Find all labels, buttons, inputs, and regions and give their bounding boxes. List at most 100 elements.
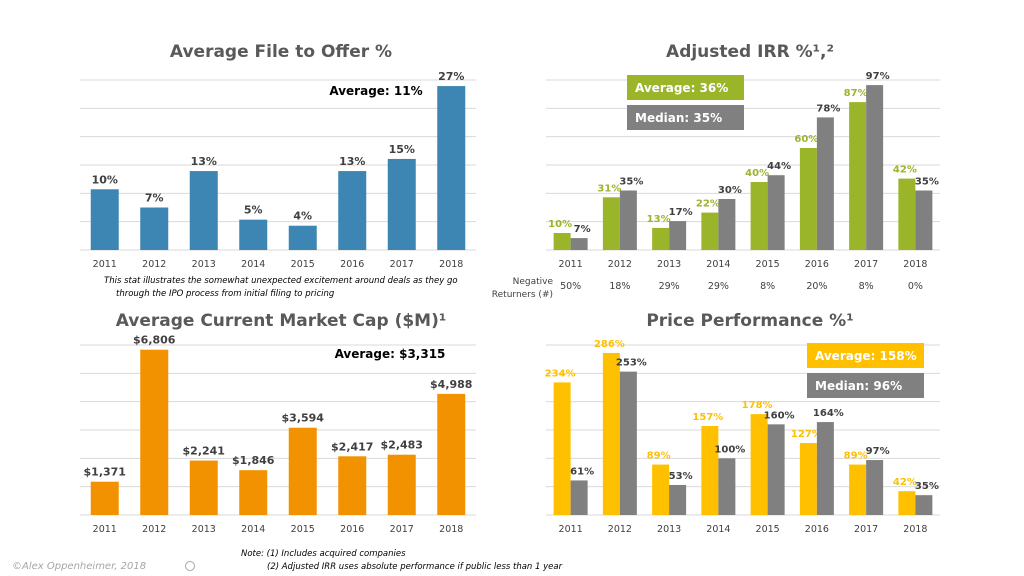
- copyright-text: ©Alex Oppenheimer, 2018: [12, 561, 146, 572]
- price-performance-x-tick-2016: 2016: [805, 524, 829, 535]
- market-cap-average-annotation: Average: $3,315: [335, 347, 446, 361]
- price-performance-value-label-average-2013: 89%: [647, 451, 671, 462]
- negative-returners-value-2015: 8%: [760, 281, 775, 292]
- file-to-offer-bar-2012: [140, 207, 169, 250]
- price-performance-legend-text-0: Average: 158%: [815, 349, 917, 363]
- price-performance-bar-average-2017: [849, 464, 867, 515]
- file-to-offer-value-label-2015: 4%: [293, 210, 312, 223]
- file-to-offer-value-label-2011: 10%: [92, 173, 118, 186]
- file-to-offer-bar-2013: [189, 171, 218, 250]
- adjusted-irr-value-label-median-2018: 35%: [915, 177, 939, 188]
- market-cap-value-label-2011: $1,371: [84, 466, 126, 479]
- adjusted-irr-chart: 10% 7%201131%35%201213%17%201322%30%20144…: [546, 71, 940, 292]
- adjusted-irr-bar-median-2012: [619, 190, 637, 250]
- negative-returners-value-2017: 8%: [859, 281, 874, 292]
- file-to-offer-value-label-2016: 13%: [339, 155, 365, 168]
- chart-title-adjusted-irr: Adjusted IRR %¹,²: [666, 42, 834, 62]
- adjusted-irr-value-label-median-2016: 78%: [816, 103, 840, 114]
- market-cap-value-label-2013: $2,241: [183, 445, 225, 458]
- file-to-offer-x-tick-2015: 2015: [291, 259, 315, 270]
- adjusted-irr-bar-average-2017: [849, 102, 867, 250]
- adjusted-irr-value-label-average-2011: 10%: [548, 219, 572, 230]
- price-performance-bar-average-2013: [652, 464, 670, 515]
- price-performance-x-tick-2017: 2017: [854, 524, 878, 535]
- price-performance-bar-average-2018: [898, 491, 916, 515]
- adjusted-irr-bar-median-2011: [570, 238, 588, 250]
- adjusted-irr-legend-text-0: Average: 36%: [635, 81, 728, 95]
- price-performance-value-label-median-2018: 35%: [915, 481, 939, 492]
- price-performance-value-label-average-2017: 89%: [844, 451, 868, 462]
- price-performance-value-label-median-2011: 61%: [570, 466, 594, 477]
- market-cap-value-label-2015: $3,594: [282, 412, 325, 425]
- adjusted-irr-value-label-median-2012: 35%: [619, 177, 643, 188]
- price-performance-x-tick-2014: 2014: [706, 524, 730, 535]
- file-to-offer-bar-2016: [338, 171, 367, 250]
- market-cap-value-label-2014: $1,846: [232, 454, 275, 467]
- price-performance-bar-median-2012: [619, 371, 637, 515]
- adjusted-irr-value-label-average-2014: 22%: [696, 199, 720, 210]
- price-performance-value-label-average-2014: 157%: [692, 412, 723, 423]
- price-performance-value-label-average-2012: 286%: [594, 339, 625, 350]
- file-to-offer-average-annotation: Average: 11%: [329, 84, 422, 98]
- adjusted-irr-bar-median-2015: [767, 175, 785, 250]
- negative-returners-label-line-1: Negative: [513, 277, 554, 287]
- adjusted-irr-legend-box-1: [627, 105, 744, 130]
- adjusted-irr-bar-median-2014: [718, 199, 736, 250]
- price-performance-value-label-average-2016: 127%: [791, 429, 822, 440]
- price-performance-x-tick-2015: 2015: [756, 524, 780, 535]
- price-performance-x-tick-2011: 2011: [559, 524, 583, 535]
- chart-title-file-to-offer: Average File to Offer %: [170, 42, 392, 62]
- file-to-offer-footnote-line-1: This stat illustrates the somewhat unexp…: [104, 276, 458, 286]
- adjusted-irr-bar-median-2016: [816, 117, 834, 251]
- file-to-offer-bar-2017: [387, 158, 416, 250]
- file-to-offer-x-tick-2011: 2011: [93, 259, 117, 270]
- negative-returners-value-2011: 50%: [560, 281, 581, 292]
- file-to-offer-chart: 10% 2011 7% 2012 13% 2013 5% 2014 4% 2015 13% 2016 1…: [80, 70, 476, 270]
- chart-title-price-performance: Price Performance %¹: [646, 311, 853, 331]
- price-performance-x-tick-2013: 2013: [657, 524, 681, 535]
- price-performance-bar-median-2015: [767, 424, 785, 515]
- price-performance-bar-median-2017: [866, 460, 884, 515]
- market-cap-bar-2016: [338, 456, 367, 515]
- copyright-logo-icon: [185, 561, 195, 571]
- negative-returners-value-2012: 18%: [609, 281, 630, 292]
- file-to-offer-x-tick-2012: 2012: [142, 259, 166, 270]
- price-performance-value-label-median-2012: 253%: [616, 358, 647, 369]
- adjusted-irr-value-label-average-2015: 40%: [745, 168, 769, 179]
- price-performance-value-label-average-2018: 42%: [893, 477, 917, 488]
- price-performance-value-label-median-2017: 97%: [866, 446, 890, 457]
- adjusted-irr-value-label-average-2018: 42%: [893, 165, 917, 176]
- file-to-offer-x-tick-2014: 2014: [241, 259, 265, 270]
- market-cap-bar-2011: [90, 481, 119, 515]
- file-to-offer-value-label-2014: 5%: [244, 204, 263, 217]
- adjusted-irr-value-label-average-2012: 31%: [597, 183, 621, 194]
- price-performance-bar-median-2013: [669, 484, 687, 515]
- price-performance-bar-median-2018: [915, 495, 933, 515]
- price-performance-chart: 234% 61% 2011 286% 253% 2012 89% 53% 2013 157% 100…: [545, 339, 940, 535]
- file-to-offer-x-tick-2016: 2016: [340, 259, 364, 270]
- negative-returners-value-2016: 20%: [806, 281, 827, 292]
- market-cap-x-tick-2015: 2015: [291, 524, 315, 535]
- file-to-offer-bar-2014: [239, 219, 268, 250]
- market-cap-x-tick-2013: 2013: [192, 524, 216, 535]
- adjusted-irr-value-label-average-2016: 60%: [794, 134, 818, 145]
- market-cap-x-tick-2018: 2018: [439, 524, 463, 535]
- file-to-offer-bar-2018: [437, 86, 466, 250]
- adjusted-irr-value-label-median-2017: 97%: [866, 71, 890, 82]
- adjusted-irr-bar-median-2018: [915, 190, 933, 250]
- price-performance-value-label-average-2011: 234%: [545, 368, 576, 379]
- market-cap-bar-2015: [288, 427, 317, 515]
- adjusted-irr-x-tick-2014: 2014: [706, 259, 730, 270]
- market-cap-bar-2017: [387, 454, 416, 515]
- adjusted-irr-legend-text-1: Median: 35%: [635, 111, 722, 125]
- file-to-offer-value-label-2013: 13%: [191, 155, 217, 168]
- file-to-offer-value-label-2018: 27%: [438, 70, 464, 83]
- price-performance-value-label-median-2014: 100%: [714, 444, 745, 455]
- adjusted-irr-value-label-average-2017: 87%: [844, 88, 868, 99]
- negative-returners-value-2018: 0%: [908, 281, 923, 292]
- adjusted-irr-bar-average-2015: [750, 182, 768, 250]
- price-performance-x-tick-2012: 2012: [608, 524, 632, 535]
- adjusted-irr-x-tick-2013: 2013: [657, 259, 681, 270]
- adjusted-irr-x-tick-2015: 2015: [756, 259, 780, 270]
